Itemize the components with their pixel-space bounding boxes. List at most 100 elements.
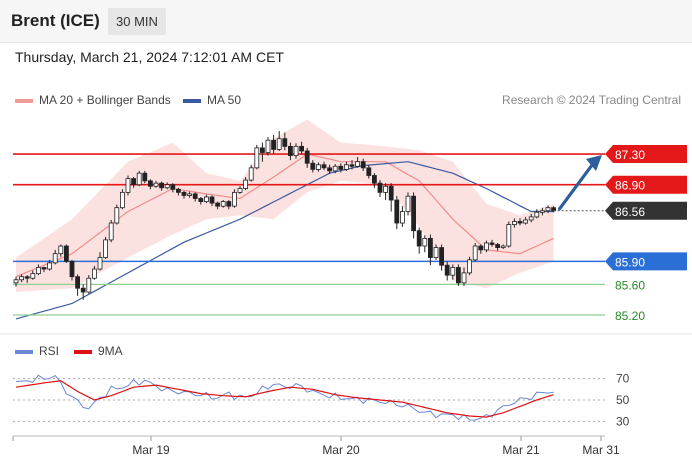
candle-body xyxy=(321,164,327,169)
candle-body xyxy=(13,279,19,284)
instrument-title: Brent (ICE) xyxy=(11,11,100,30)
candle-body xyxy=(203,196,209,202)
candle-body xyxy=(523,219,528,224)
candle-body xyxy=(142,172,148,182)
candle-body xyxy=(545,207,551,212)
candle-body xyxy=(231,191,237,207)
level-label-86-90: 86.90 xyxy=(615,179,645,193)
forecast-arrow-shaft xyxy=(557,163,594,211)
candle-body xyxy=(187,193,193,196)
legend-bb-swatch xyxy=(15,98,33,103)
candle-body xyxy=(450,267,456,276)
legend-rsi-label: RSI xyxy=(39,344,60,358)
candle-body xyxy=(388,185,394,201)
candle-body xyxy=(237,188,243,193)
candle-body xyxy=(461,272,467,284)
legend-ma50-swatch xyxy=(183,98,201,103)
legend-bb: MA 20 + Bollinger Bands xyxy=(15,93,171,107)
candle-body xyxy=(75,276,80,289)
candle-body xyxy=(41,267,47,270)
candle-body xyxy=(192,193,198,199)
candle-body xyxy=(427,237,433,258)
candle-body xyxy=(343,164,349,170)
candle-body xyxy=(489,242,495,245)
candle-body xyxy=(338,165,344,170)
candle-body xyxy=(64,245,69,262)
candle-body xyxy=(248,167,254,181)
candle-body xyxy=(159,182,165,189)
x-tick-label: Mar 21 xyxy=(502,443,540,457)
candle-body xyxy=(254,147,260,169)
level-tag-85-90 xyxy=(605,252,687,271)
candle-body xyxy=(120,191,125,209)
candle-body xyxy=(304,150,310,164)
candle-body xyxy=(377,182,383,193)
candle-body xyxy=(198,198,204,202)
candle-body xyxy=(276,138,282,150)
candle-body xyxy=(405,195,411,212)
legend-bb-label: MA 20 + Bollinger Bands xyxy=(39,93,171,107)
datetime-label: Thursday, March 21, 2024 7:12:01 AM CET xyxy=(15,49,284,65)
candle-body xyxy=(282,138,288,147)
candle-body xyxy=(131,178,137,186)
candle-body xyxy=(472,245,478,261)
candle-body xyxy=(528,216,534,221)
level-label-85-90: 85.90 xyxy=(615,255,645,269)
candle-body xyxy=(411,195,417,232)
rsi-tick-30: 30 xyxy=(616,414,630,428)
candle-body xyxy=(24,276,30,279)
candle-body xyxy=(103,239,108,258)
candle-body xyxy=(271,139,277,150)
candle-body xyxy=(164,184,170,189)
x-tick-label: Mar 31 xyxy=(582,443,620,457)
candle-body xyxy=(371,175,377,184)
candle-body xyxy=(383,185,389,193)
current-price-label: 86.56 xyxy=(615,205,645,219)
candle-body xyxy=(366,167,372,176)
level-label-85-20: 85.20 xyxy=(615,309,645,323)
candle-body xyxy=(147,180,153,187)
candle-body xyxy=(483,242,489,251)
ma20-line xyxy=(15,153,554,278)
credit-text: Research © 2024 Trading Central xyxy=(502,93,681,107)
candle-body xyxy=(97,257,103,270)
candle-body xyxy=(265,139,271,153)
legend-ma9-swatch xyxy=(74,349,92,354)
legend-ma50: MA 50 xyxy=(183,93,241,107)
level-tag-87-30 xyxy=(605,145,687,164)
candle-body xyxy=(226,201,232,207)
candle-body xyxy=(422,237,428,247)
candle-body xyxy=(36,267,41,275)
legend-ma9-label: 9MA xyxy=(98,344,123,358)
candle-body xyxy=(399,211,405,224)
candle-body xyxy=(47,262,52,270)
x-tick-label: Mar 20 xyxy=(322,443,360,457)
rsi-tick-50: 50 xyxy=(616,393,630,407)
candle-body xyxy=(495,244,501,248)
candle-body xyxy=(355,161,361,167)
candle-body xyxy=(220,201,226,207)
candle-body xyxy=(52,253,58,264)
candle-body xyxy=(136,172,142,186)
rsi-line xyxy=(15,374,554,421)
candle-body xyxy=(439,247,445,266)
candle-body xyxy=(540,210,545,213)
candle-body xyxy=(92,268,97,279)
candle-body xyxy=(215,202,221,207)
candle-body xyxy=(310,162,316,170)
candle-body xyxy=(108,222,114,241)
candle-body xyxy=(125,178,131,193)
candle-body xyxy=(86,277,92,293)
current-price-tag xyxy=(605,201,687,220)
candle-body xyxy=(153,182,159,187)
candle-body xyxy=(327,167,333,172)
candle-body xyxy=(394,199,400,224)
candle-body xyxy=(114,207,120,224)
candle-body xyxy=(287,145,293,156)
candle-body xyxy=(243,179,249,189)
timeframe-button[interactable]: 30 MIN xyxy=(108,8,166,35)
level-label-87-30: 87.30 xyxy=(615,148,645,162)
candle-body xyxy=(259,147,265,153)
legend-ma50-label: MA 50 xyxy=(207,93,242,107)
candle-body xyxy=(506,224,512,247)
